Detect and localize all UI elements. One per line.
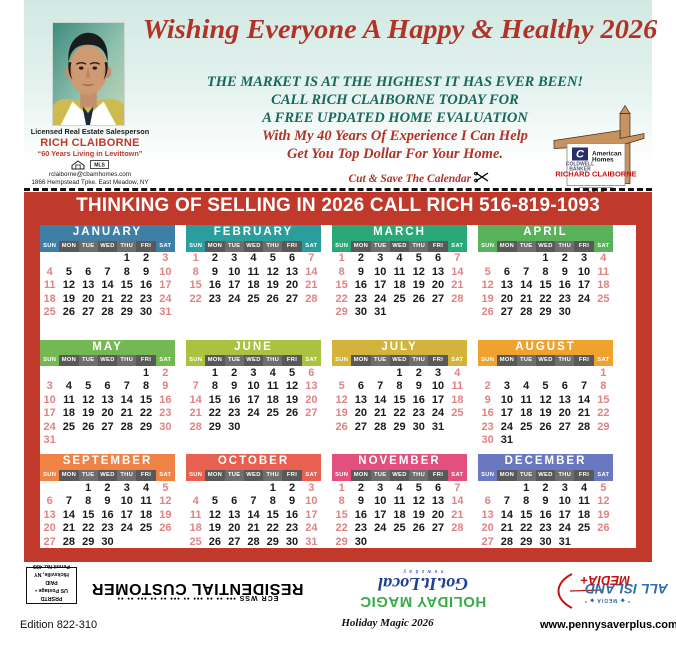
svg-text:Homes: Homes — [592, 157, 614, 164]
svg-text:C: C — [576, 149, 585, 161]
svg-text:* ◆ MEDIA ◆ *: * ◆ MEDIA ◆ * — [584, 597, 630, 603]
svg-text:n e w s d a y: n e w s d a y — [402, 568, 443, 574]
svg-text:HOLIDAY MAGIC: HOLIDAY MAGIC — [360, 593, 487, 610]
svg-text:Got.It.Local: Got.It.Local — [378, 574, 468, 594]
svg-text:MLS: MLS — [94, 163, 105, 169]
svg-text:RICHARD CLAIBORNE: RICHARD CLAIBORNE — [555, 170, 636, 179]
svg-text:MEDIA+: MEDIA+ — [580, 573, 630, 588]
